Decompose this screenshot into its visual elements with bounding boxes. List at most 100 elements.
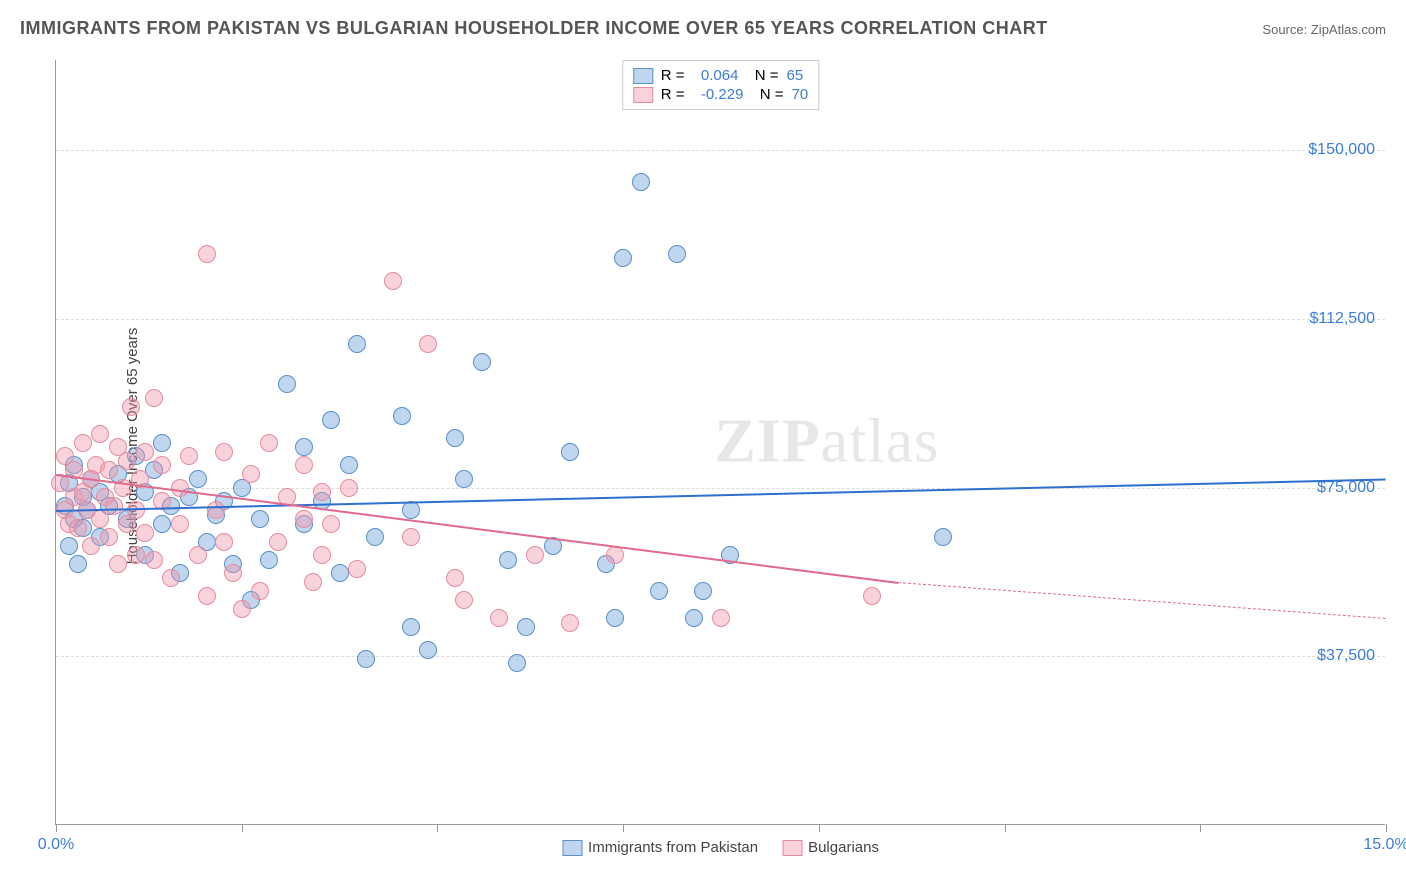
x-tick	[242, 824, 243, 832]
data-point	[712, 609, 730, 627]
y-tick-label: $112,500	[1309, 310, 1375, 328]
data-point	[331, 564, 349, 582]
data-point	[393, 407, 411, 425]
data-point	[419, 335, 437, 353]
legend-r-label: R =	[661, 67, 693, 84]
data-point	[91, 510, 109, 528]
watermark: ZIPatlas	[714, 407, 939, 478]
legend-item: Immigrants from Pakistan	[562, 839, 758, 856]
data-point	[313, 546, 331, 564]
data-point	[171, 479, 189, 497]
data-point	[145, 389, 163, 407]
data-point	[295, 510, 313, 528]
x-tick	[1386, 824, 1387, 832]
data-point	[224, 564, 242, 582]
data-point	[207, 501, 225, 519]
watermark-rest: atlas	[821, 408, 940, 476]
data-point	[863, 587, 881, 605]
data-point	[69, 519, 87, 537]
data-point	[446, 569, 464, 587]
legend-n-label: N =	[751, 86, 783, 103]
chart-title: IMMIGRANTS FROM PAKISTAN VS BULGARIAN HO…	[20, 18, 1048, 39]
data-point	[145, 551, 163, 569]
x-tick-label: 15.0%	[1363, 836, 1406, 854]
data-point	[526, 546, 544, 564]
data-point	[153, 515, 171, 533]
data-point	[295, 438, 313, 456]
data-point	[260, 434, 278, 452]
data-point	[153, 434, 171, 452]
data-point	[153, 456, 171, 474]
data-point	[934, 528, 952, 546]
legend-n-label: N =	[746, 67, 778, 84]
data-point	[606, 609, 624, 627]
data-point	[136, 524, 154, 542]
x-tick	[1200, 824, 1201, 832]
data-point	[322, 515, 340, 533]
data-point	[606, 546, 624, 564]
data-point	[69, 555, 87, 573]
x-tick	[623, 824, 624, 832]
data-point	[313, 483, 331, 501]
legend-swatch	[782, 840, 802, 856]
data-point	[242, 465, 260, 483]
data-point	[198, 587, 216, 605]
data-point	[304, 573, 322, 591]
data-point	[614, 249, 632, 267]
trendline	[898, 582, 1386, 619]
y-tick-label: $150,000	[1308, 141, 1375, 159]
data-point	[384, 272, 402, 290]
x-tick	[819, 824, 820, 832]
data-point	[348, 560, 366, 578]
data-point	[295, 456, 313, 474]
legend-row: R = -0.229 N = 70	[633, 86, 808, 103]
data-point	[74, 434, 92, 452]
data-point	[402, 618, 420, 636]
data-point	[91, 425, 109, 443]
data-point	[60, 537, 78, 555]
legend-swatch	[633, 87, 653, 103]
data-point	[517, 618, 535, 636]
data-point	[561, 443, 579, 461]
legend-row: R = 0.064 N = 65	[633, 67, 808, 84]
gridline	[56, 488, 1385, 489]
data-point	[260, 551, 278, 569]
data-point	[215, 443, 233, 461]
x-tick	[437, 824, 438, 832]
data-point	[189, 470, 207, 488]
data-point	[251, 510, 269, 528]
data-point	[694, 582, 712, 600]
data-point	[668, 245, 686, 263]
data-point	[366, 528, 384, 546]
gridline	[56, 319, 1385, 320]
data-point	[455, 470, 473, 488]
data-point	[136, 443, 154, 461]
data-point	[650, 582, 668, 600]
data-point	[455, 591, 473, 609]
data-point	[198, 245, 216, 263]
trendline	[56, 479, 1386, 512]
gridline	[56, 150, 1385, 151]
data-point	[215, 533, 233, 551]
data-point	[180, 447, 198, 465]
legend-r-value: 0.064	[701, 67, 739, 84]
data-point	[473, 353, 491, 371]
data-point	[82, 537, 100, 555]
legend-label: Immigrants from Pakistan	[588, 839, 758, 856]
x-tick	[56, 824, 57, 832]
data-point	[490, 609, 508, 627]
data-point	[118, 452, 136, 470]
legend-r-label: R =	[661, 86, 693, 103]
y-tick-label: $37,500	[1317, 647, 1375, 665]
data-point	[357, 650, 375, 668]
source-label: Source:	[1262, 22, 1307, 37]
data-point	[269, 533, 287, 551]
chart-plot-area: ZIPatlas R = 0.064 N = 65 R = -0.229 N = …	[55, 60, 1385, 825]
data-point	[251, 582, 269, 600]
data-point	[322, 411, 340, 429]
data-point	[561, 614, 579, 632]
data-point	[127, 546, 145, 564]
data-point	[233, 600, 251, 618]
data-point	[348, 335, 366, 353]
source-name: ZipAtlas.com	[1311, 22, 1386, 37]
